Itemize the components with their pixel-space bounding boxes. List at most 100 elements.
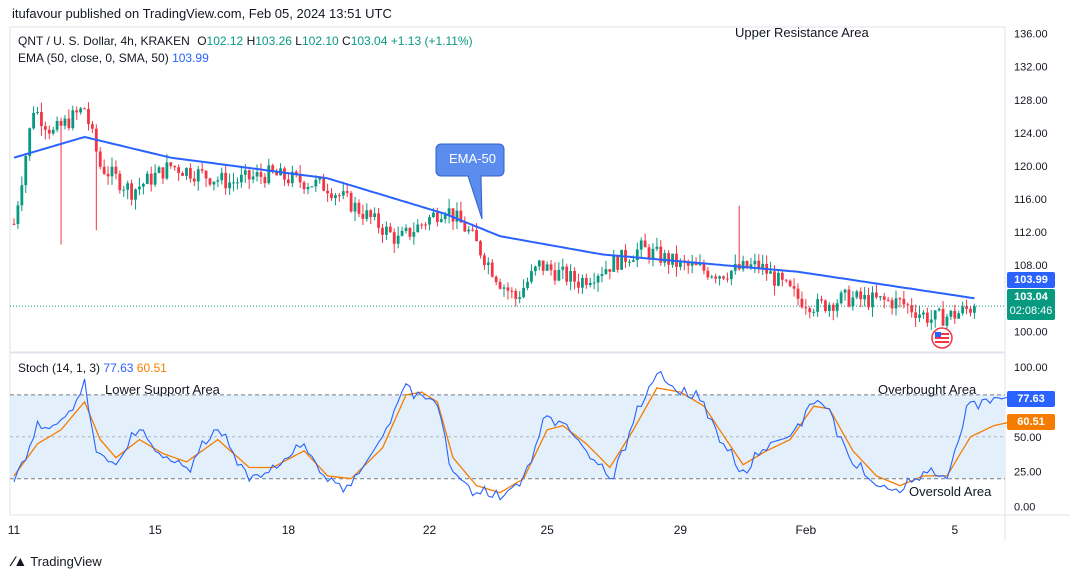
candle-body	[224, 172, 228, 189]
candle-body	[784, 279, 788, 281]
candle-body	[43, 126, 47, 130]
candle-body	[47, 129, 51, 134]
candle-body	[510, 290, 514, 292]
candle-body	[130, 183, 133, 200]
candle-body	[722, 276, 725, 279]
candle-body	[639, 240, 643, 250]
candle-body	[514, 290, 518, 299]
candle-body	[337, 195, 341, 197]
candle-body	[408, 227, 412, 237]
candle-body	[24, 155, 28, 186]
candle-body	[479, 241, 482, 256]
candle-body	[937, 308, 941, 311]
candle-body	[91, 124, 94, 129]
candle-body	[294, 171, 298, 174]
candle-body	[522, 287, 525, 298]
candle-body	[122, 189, 126, 191]
candle-body	[239, 174, 243, 183]
candle-body	[420, 224, 424, 226]
candle-body	[663, 253, 667, 263]
overbought-label: Overbought Area	[878, 382, 977, 397]
candle-body	[173, 166, 177, 168]
candle-body	[651, 248, 655, 259]
lower-support-label: Lower Support Area	[105, 382, 220, 397]
candle-body	[824, 300, 827, 312]
candle-body	[87, 108, 90, 125]
candle-body	[886, 299, 890, 301]
candle-body	[396, 235, 400, 244]
candle-body	[467, 229, 471, 232]
candle-body	[733, 263, 737, 271]
ema-legend: EMA (50, close, 0, SMA, 50) 103.99	[18, 51, 209, 65]
candle-body	[271, 165, 275, 172]
stoch-tick-label: 0.00	[1014, 502, 1035, 514]
candle-body	[557, 269, 561, 281]
candle-body	[388, 226, 392, 233]
candle-body	[573, 271, 576, 282]
candle-body	[216, 180, 220, 182]
candle-body	[792, 286, 796, 289]
candle-body	[839, 292, 843, 304]
candle-body	[267, 165, 271, 184]
candle-body	[620, 249, 623, 270]
candle-body	[608, 269, 612, 272]
candle-body	[357, 202, 361, 214]
candle-body	[545, 264, 549, 271]
candle-body	[918, 314, 921, 318]
candle-body	[628, 261, 631, 263]
candle-body	[212, 181, 216, 185]
candle-body	[71, 110, 75, 129]
tradingview-brand[interactable]: ⁄▲ TradingView	[12, 553, 102, 569]
stoch-band-fill	[10, 394, 1005, 479]
candle-body	[471, 229, 475, 231]
candle-body	[565, 266, 569, 282]
close-price-tag-value: 103.04	[1014, 291, 1048, 303]
candle-body	[141, 183, 145, 187]
candle-body	[835, 303, 839, 311]
stoch-d-line	[13, 387, 1010, 494]
candle-body	[600, 274, 604, 276]
candle-body	[831, 304, 835, 311]
candle-body	[243, 170, 247, 175]
candle-body	[28, 128, 32, 156]
candle-body	[400, 230, 404, 236]
candle-body	[314, 179, 318, 187]
candle-body	[729, 270, 733, 280]
candle-body	[910, 305, 914, 313]
candle-body	[149, 173, 153, 185]
high-value: 103.26	[255, 34, 292, 48]
candle-body	[581, 277, 584, 288]
candle-body	[75, 110, 79, 113]
candle-body	[777, 272, 780, 286]
candle-body	[941, 308, 945, 326]
candle-body	[780, 272, 784, 280]
candle-body	[353, 202, 357, 212]
time-tick-label: 15	[148, 523, 162, 537]
price-tick-label: 112.00	[1014, 227, 1047, 239]
close-price-tag: 103.04 02:08:46	[1007, 289, 1055, 320]
candle-body	[655, 246, 659, 249]
candle-body	[914, 312, 917, 318]
candle-body	[945, 316, 949, 326]
stoch-tick-label: 100.00	[1014, 362, 1048, 374]
candle-body	[365, 210, 369, 219]
candle-body	[138, 186, 141, 190]
candle-body	[635, 249, 639, 261]
candle-body	[882, 296, 886, 300]
stoch-legend: Stoch (14, 1, 3) 77.63 60.51	[18, 361, 167, 375]
stoch-d-value: 60.51	[136, 361, 167, 375]
candle-body	[435, 212, 439, 222]
price-tick-label: 100.00	[1014, 326, 1048, 338]
us-flag-icon	[931, 327, 953, 349]
candle-body	[247, 170, 251, 180]
candle-body	[341, 191, 345, 196]
open-value: 102.12	[206, 34, 244, 48]
high-label: H	[246, 34, 256, 48]
candle-body	[875, 292, 878, 298]
candle-body	[153, 172, 157, 185]
candle-body	[259, 172, 263, 177]
candle-body	[922, 312, 925, 315]
candle-body	[165, 162, 169, 179]
candle-body	[443, 214, 447, 220]
